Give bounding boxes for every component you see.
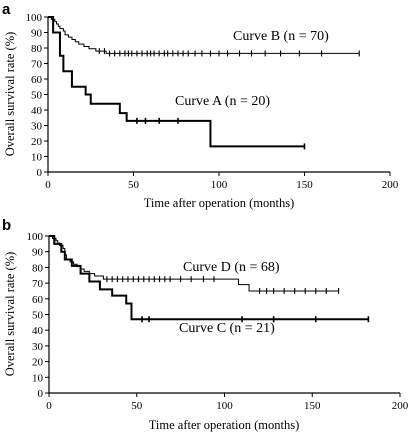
curves-b	[49, 235, 370, 323]
x-tick-label: 100	[216, 400, 233, 412]
panel-a: a 0 10 20 30 40 50 60 70 80 90 100 0 50 100 150 200 Tim…	[2, 1, 399, 210]
panel-label-b: b	[2, 217, 11, 234]
survival-curve	[48, 16, 360, 54]
x-tick-label: 200	[392, 400, 409, 412]
y-tick-label: 80	[32, 262, 44, 274]
y-tick-label: 50	[31, 90, 43, 102]
x-tick-label: 0	[46, 400, 52, 412]
y-tick-label: 90	[32, 247, 44, 259]
axis-ticks-b: 0 10 20 30 40 50 60 70 80 90 100 0 50 100 150 200	[27, 231, 409, 412]
y-tick-label: 50	[32, 310, 44, 322]
survival-curve	[48, 16, 305, 148]
x-tick-label: 100	[211, 179, 228, 191]
y-tick-label: 30	[31, 121, 43, 133]
y-tick-label: 0	[38, 388, 44, 400]
y-tick-label: 40	[32, 325, 44, 337]
x-axis-title-b: Time after operation (months)	[149, 418, 300, 432]
y-axis-title-b: Overall survival rate (%)	[3, 252, 17, 377]
curve-label-c: Curve C (n = 21)	[179, 321, 275, 336]
y-tick-label: 20	[31, 136, 43, 148]
survival-curve	[49, 235, 369, 321]
curve-label-a: Curve A (n = 20)	[175, 94, 270, 109]
y-tick-label: 10	[32, 372, 44, 384]
y-tick-label: 100	[26, 12, 43, 24]
y-tick-label: 30	[32, 341, 44, 353]
y-tick-label: 20	[32, 357, 44, 369]
x-tick-label: 0	[45, 179, 51, 191]
y-tick-label: 90	[31, 28, 43, 40]
x-tick-label: 150	[304, 400, 321, 412]
x-tick-label: 200	[382, 179, 399, 191]
survival-curve	[49, 235, 339, 292]
y-tick-label: 70	[31, 59, 43, 71]
curves-a	[48, 16, 360, 150]
axis-ticks-a: 0 10 20 30 40 50 60 70 80 90 100 0 50 100 150 200	[26, 12, 399, 191]
y-tick-label: 60	[31, 74, 43, 86]
y-tick-label: 60	[32, 294, 44, 306]
panel-label-a: a	[2, 1, 11, 18]
y-axis-title-a: Overall survival rate (%)	[3, 32, 17, 157]
y-tick-label: 80	[31, 43, 43, 55]
y-tick-label: 0	[37, 167, 43, 179]
y-tick-label: 40	[31, 105, 43, 117]
x-tick-label: 50	[131, 400, 143, 412]
curve-label-b: Curve B (n = 70)	[233, 29, 329, 44]
curve-label-d: Curve D (n = 68)	[183, 260, 280, 275]
y-tick-label: 10	[31, 152, 43, 164]
x-tick-label: 150	[296, 179, 313, 191]
panel-b: b 0 10 20 30 40 50 60 70 80 90 100 0 50 100 150 200 Tim…	[2, 217, 409, 432]
y-tick-label: 100	[27, 231, 44, 243]
x-tick-label: 50	[128, 179, 140, 191]
y-tick-label: 70	[32, 278, 44, 290]
x-axis-title-a: Time after operation (months)	[144, 196, 295, 210]
